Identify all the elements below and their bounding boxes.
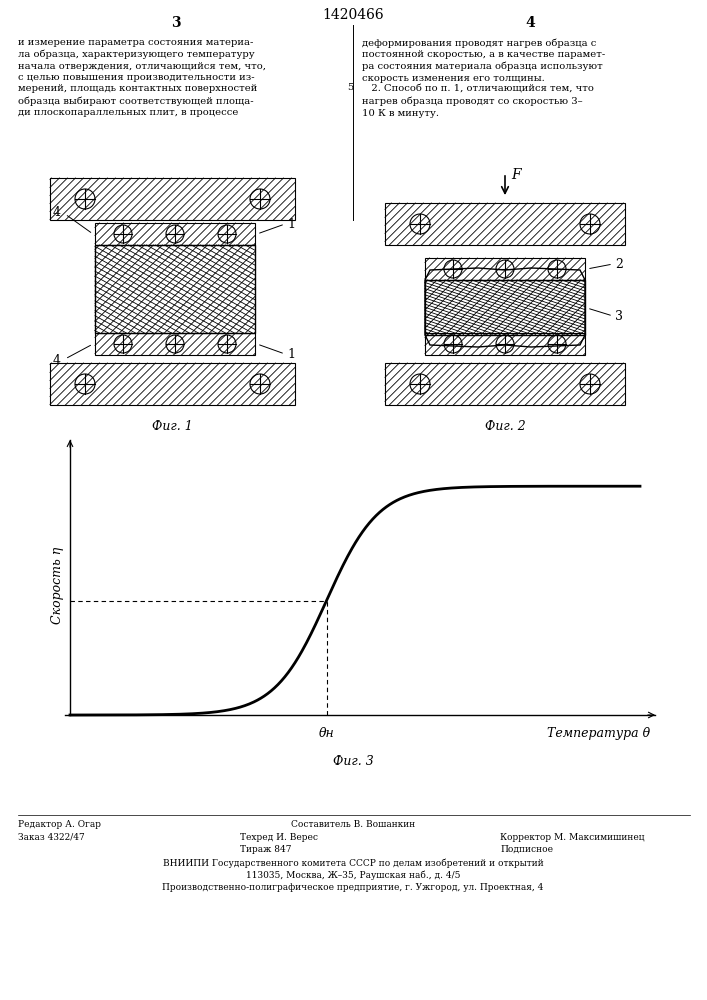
Text: ВНИИПИ Государственного комитета СССР по делам изобретений и открытий: ВНИИПИ Государственного комитета СССР по… <box>163 859 544 868</box>
Text: 3: 3 <box>615 310 623 322</box>
Bar <box>425 333 585 355</box>
Text: Тираж 847: Тираж 847 <box>240 845 291 854</box>
Bar <box>50 178 295 220</box>
Text: Температура θ: Температура θ <box>547 727 650 740</box>
Bar <box>95 223 255 245</box>
Text: Скорость η: Скорость η <box>52 546 64 624</box>
Text: Корректор М. Максимишинец: Корректор М. Максимишинец <box>500 833 645 842</box>
Text: 2: 2 <box>615 257 623 270</box>
Text: Техред И. Верес: Техред И. Верес <box>240 833 318 842</box>
Text: Заказ 4322/47: Заказ 4322/47 <box>18 833 85 842</box>
Text: Фиг. 2: Фиг. 2 <box>484 420 525 434</box>
Text: 4: 4 <box>53 355 61 367</box>
Bar <box>95 333 255 355</box>
Text: Фиг. 3: Фиг. 3 <box>332 755 373 768</box>
Text: 1: 1 <box>287 348 295 360</box>
Text: F: F <box>511 168 520 182</box>
Text: и измерение параметра состояния материа-
ла образца, характеризующего температур: и измерение параметра состояния материа-… <box>18 38 266 117</box>
Bar <box>425 280 585 335</box>
Bar <box>50 363 295 405</box>
Text: Составитель В. Вошанкин: Составитель В. Вошанкин <box>291 820 415 829</box>
Text: Подписное: Подписное <box>500 845 553 854</box>
Text: 4: 4 <box>53 206 61 219</box>
Text: деформирования проводят нагрев образца с
постоянной скоростью, а в качестве пара: деформирования проводят нагрев образца с… <box>362 38 605 118</box>
Text: Фиг. 1: Фиг. 1 <box>151 420 192 434</box>
Bar <box>95 245 255 333</box>
Text: θн: θн <box>319 727 334 740</box>
Bar <box>385 363 625 405</box>
Text: 1420466: 1420466 <box>322 8 384 22</box>
Text: 113035, Москва, Ж–35, Раушская наб., д. 4/5: 113035, Москва, Ж–35, Раушская наб., д. … <box>246 871 460 880</box>
Bar <box>385 203 625 245</box>
Text: 4: 4 <box>525 16 535 30</box>
Text: 3: 3 <box>171 16 181 30</box>
Text: Редактор А. Огар: Редактор А. Огар <box>18 820 101 829</box>
Text: 1: 1 <box>287 218 295 231</box>
Text: Производственно-полиграфическое предприятие, г. Ужгород, ул. Проектная, 4: Производственно-полиграфическое предприя… <box>163 883 544 892</box>
Text: 5: 5 <box>347 83 354 92</box>
Bar <box>425 258 585 280</box>
